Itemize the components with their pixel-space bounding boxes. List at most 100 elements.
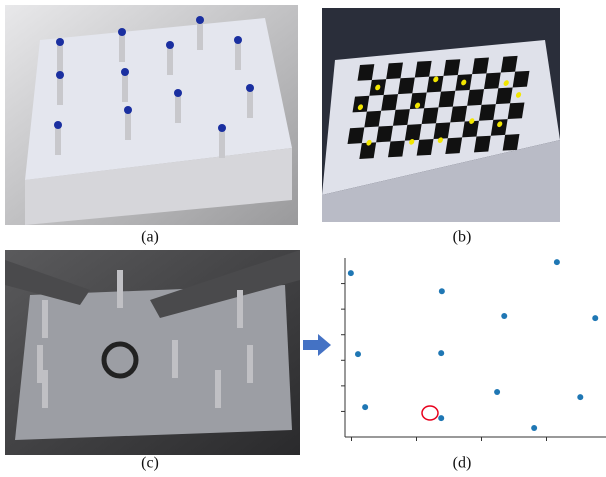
pin (125, 110, 131, 140)
pin (219, 128, 225, 158)
point (501, 313, 508, 320)
square (443, 59, 461, 76)
point (553, 259, 560, 266)
square (462, 120, 479, 138)
pin-head (54, 121, 62, 129)
caption: (c) (141, 455, 159, 472)
pin (122, 72, 128, 102)
point (494, 388, 501, 395)
square (500, 55, 518, 73)
pin (237, 290, 243, 328)
square (502, 134, 520, 151)
pin-head (124, 106, 132, 114)
pin-head (56, 71, 64, 79)
pin (117, 270, 123, 308)
square (416, 139, 434, 156)
pin (235, 40, 241, 70)
pin (172, 340, 178, 378)
marker (469, 118, 475, 124)
photo-a (5, 5, 298, 225)
marker (515, 92, 522, 98)
pin (37, 345, 43, 383)
square (450, 105, 468, 123)
square (433, 122, 451, 140)
square (495, 87, 513, 105)
pin (197, 20, 203, 50)
square (490, 119, 508, 136)
square (507, 102, 525, 120)
marker (461, 79, 467, 86)
square (386, 62, 403, 80)
point (362, 404, 369, 411)
pin (57, 42, 63, 72)
square (512, 70, 530, 88)
pin-head (234, 36, 242, 44)
pin-head (218, 124, 226, 132)
square (357, 64, 375, 81)
marker (503, 80, 509, 86)
square (392, 109, 410, 126)
point (438, 350, 445, 357)
caption: (b) (453, 229, 472, 246)
pin-head (166, 41, 174, 49)
marker (357, 104, 364, 111)
point (347, 270, 354, 277)
pin (215, 370, 221, 408)
point (438, 288, 445, 295)
square (483, 72, 501, 90)
point (592, 315, 599, 322)
square (438, 90, 456, 108)
square (387, 140, 405, 158)
marker (497, 121, 503, 128)
square (376, 125, 393, 143)
pin-head (246, 84, 254, 92)
marker (414, 102, 421, 109)
photo-c (5, 250, 300, 455)
pin-head (121, 68, 129, 76)
point (531, 425, 538, 432)
arrow (303, 334, 331, 356)
marker (433, 76, 439, 83)
square (364, 110, 382, 128)
point (438, 415, 445, 422)
marker (366, 139, 372, 146)
pin (175, 93, 181, 123)
pin (42, 370, 48, 408)
square (426, 75, 444, 93)
pin (42, 300, 48, 338)
square (473, 135, 491, 153)
square (467, 89, 484, 106)
pin (55, 125, 61, 155)
square (472, 57, 489, 75)
square (409, 92, 427, 110)
square (352, 95, 370, 113)
square (421, 107, 439, 125)
pin (167, 45, 173, 75)
square (445, 137, 463, 154)
square (397, 77, 415, 95)
square (359, 142, 377, 159)
pin (247, 345, 253, 383)
photo-b (322, 8, 560, 222)
caption: (a) (141, 229, 159, 246)
pin (57, 75, 63, 105)
pin-head (118, 28, 126, 36)
square (404, 124, 422, 141)
pin-head (196, 16, 204, 24)
square (478, 104, 496, 121)
point (577, 394, 584, 401)
marker (375, 84, 381, 91)
pin (247, 88, 253, 118)
pin (119, 32, 125, 62)
caption: (d) (453, 455, 472, 472)
pin-head (174, 89, 182, 97)
square (381, 94, 398, 111)
pin-head (56, 38, 64, 46)
highlight-circle (421, 405, 439, 421)
point (355, 351, 361, 358)
square (347, 127, 365, 145)
marker (409, 138, 415, 145)
square (414, 60, 432, 78)
marker (437, 137, 444, 144)
